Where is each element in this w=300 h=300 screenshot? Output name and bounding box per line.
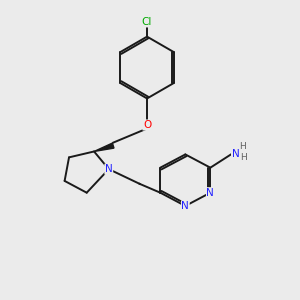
Text: O: O xyxy=(143,120,151,130)
Text: H: H xyxy=(239,142,246,151)
Text: N: N xyxy=(105,164,113,174)
Text: N: N xyxy=(232,149,239,159)
Text: H: H xyxy=(240,153,247,162)
Text: N: N xyxy=(206,188,214,198)
Text: Cl: Cl xyxy=(142,17,152,27)
Polygon shape xyxy=(94,143,114,152)
Text: N: N xyxy=(182,201,189,211)
